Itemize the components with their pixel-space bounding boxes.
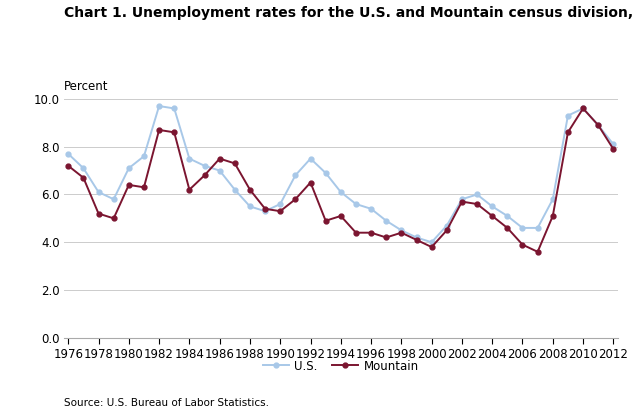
Mountain (368, 230, 375, 235)
U.S. (564, 113, 572, 118)
U.S. (413, 235, 420, 240)
U.S. (80, 166, 87, 171)
Mountain (231, 161, 239, 166)
Mountain (458, 199, 466, 204)
U.S. (549, 197, 557, 202)
Line: U.S.: U.S. (66, 104, 616, 245)
U.S. (171, 106, 178, 111)
Mountain (534, 249, 541, 254)
Mountain (261, 206, 269, 211)
U.S. (306, 156, 314, 161)
U.S. (201, 163, 208, 168)
Mountain (322, 218, 329, 223)
U.S. (276, 201, 284, 206)
U.S. (368, 206, 375, 211)
U.S. (489, 204, 496, 209)
U.S. (519, 225, 526, 230)
Mountain (125, 183, 132, 187)
U.S. (110, 197, 117, 202)
U.S. (185, 156, 193, 161)
Mountain (337, 213, 345, 218)
Mountain (564, 130, 572, 135)
Mountain (201, 173, 208, 178)
Mountain (413, 237, 420, 242)
Mountain (473, 201, 481, 206)
U.S. (125, 166, 132, 171)
U.S. (155, 103, 163, 108)
Mountain (610, 147, 617, 152)
U.S. (246, 204, 254, 209)
U.S. (216, 168, 224, 173)
U.S. (458, 197, 466, 202)
U.S. (352, 201, 360, 206)
U.S. (503, 213, 511, 218)
U.S. (292, 173, 299, 178)
Text: Chart 1. Unemployment rates for the U.S. and Mountain census division, 1976–2012: Chart 1. Unemployment rates for the U.S.… (64, 6, 637, 20)
Mountain (155, 127, 163, 132)
Mountain (519, 242, 526, 247)
Text: Source: U.S. Bureau of Labor Statistics.: Source: U.S. Bureau of Labor Statistics. (64, 398, 269, 408)
Mountain (95, 211, 103, 216)
U.S. (594, 123, 602, 128)
Mountain (292, 197, 299, 202)
Mountain (594, 123, 602, 128)
Mountain (80, 175, 87, 180)
U.S. (443, 223, 450, 228)
Mountain (503, 225, 511, 230)
Mountain (246, 187, 254, 192)
Mountain (276, 209, 284, 214)
Mountain (352, 230, 360, 235)
U.S. (397, 228, 405, 233)
U.S. (534, 225, 541, 230)
U.S. (382, 218, 390, 223)
Mountain (216, 156, 224, 161)
U.S. (428, 240, 436, 245)
Mountain (64, 163, 72, 168)
U.S. (473, 192, 481, 197)
Text: Percent: Percent (64, 80, 108, 94)
U.S. (610, 142, 617, 147)
Line: Mountain: Mountain (66, 106, 616, 254)
Mountain (549, 213, 557, 218)
U.S. (337, 190, 345, 194)
Mountain (382, 235, 390, 240)
U.S. (64, 151, 72, 156)
Mountain (171, 130, 178, 135)
U.S. (95, 190, 103, 194)
Mountain (579, 106, 587, 111)
U.S. (261, 209, 269, 214)
Legend: U.S., Mountain: U.S., Mountain (258, 355, 424, 377)
Mountain (443, 228, 450, 233)
U.S. (140, 154, 148, 159)
Mountain (397, 230, 405, 235)
Mountain (489, 213, 496, 218)
Mountain (185, 187, 193, 192)
U.S. (579, 106, 587, 111)
U.S. (322, 171, 329, 176)
Mountain (306, 180, 314, 185)
Mountain (428, 245, 436, 250)
U.S. (231, 187, 239, 192)
Mountain (110, 216, 117, 221)
Mountain (140, 185, 148, 190)
